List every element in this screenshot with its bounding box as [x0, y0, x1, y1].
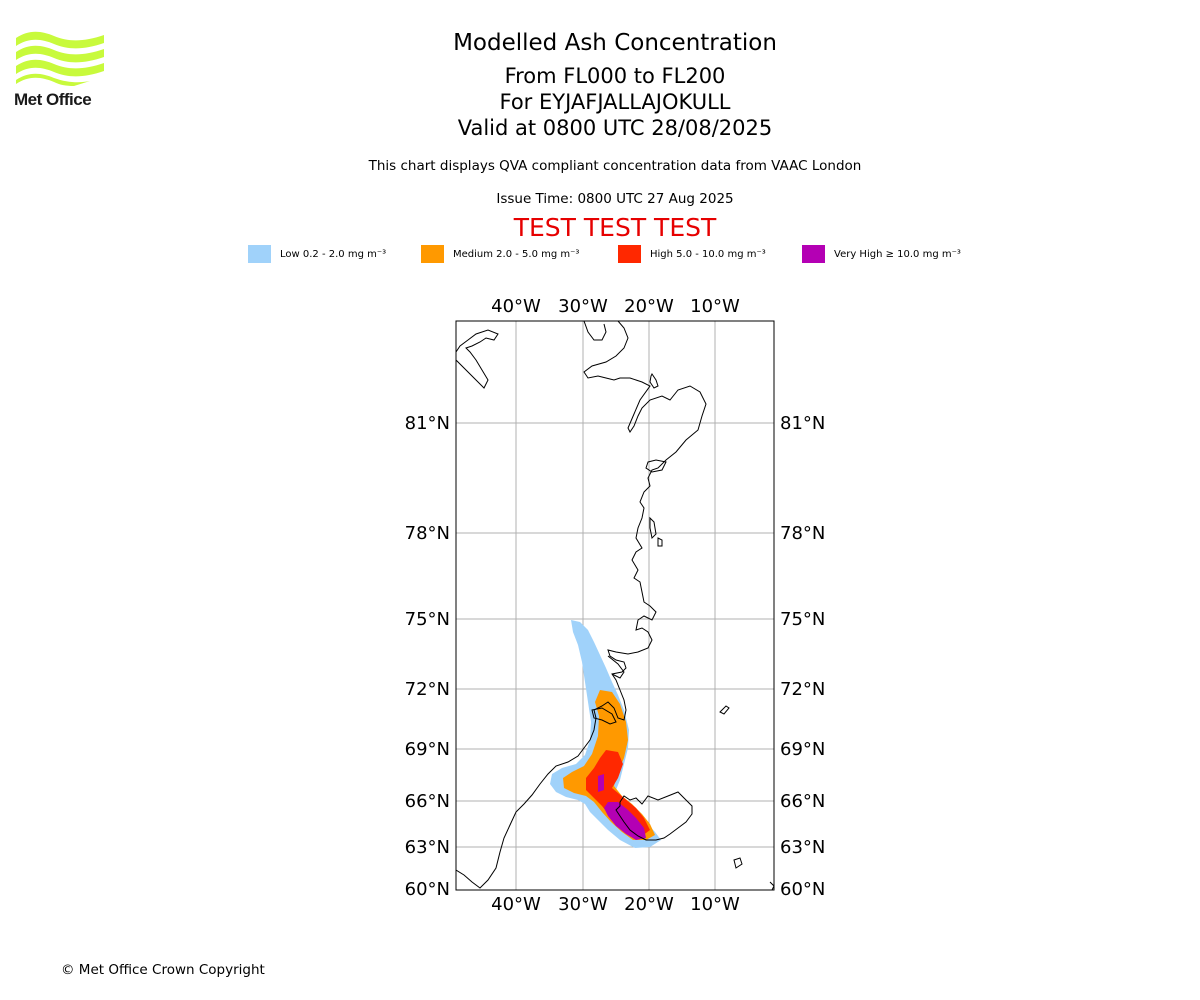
coastline-greenland-fjords	[591, 707, 617, 725]
lon-label-bottom-10w: 10°W	[690, 894, 740, 915]
legend-swatch-low	[248, 245, 271, 263]
legend-item-high: High 5.0 - 10.0 mg m⁻³	[618, 244, 766, 264]
legend-swatch-high	[618, 245, 641, 263]
lat-label-left-78n: 78°N	[405, 523, 450, 544]
coastlines	[456, 321, 774, 890]
map-frame	[455, 320, 775, 891]
lat-label-right-78n: 78°N	[780, 523, 825, 544]
legend-item-low: Low 0.2 - 2.0 mg m⁻³	[248, 244, 386, 264]
lat-label-right-81n: 81°N	[780, 413, 825, 434]
met-office-logo: Met Office	[14, 30, 106, 112]
test-banner: TEST TEST TEST	[513, 213, 717, 242]
legend-label-medium: Medium 2.0 - 5.0 mg m⁻³	[453, 248, 580, 260]
coastline-peninsula-north	[583, 321, 607, 341]
lon-label-top-30w: 30°W	[558, 296, 608, 317]
lat-label-right-60n: 60°N	[780, 879, 825, 900]
legend-swatch-very-high	[802, 245, 825, 263]
legend-item-very-high: Very High ≥ 10.0 mg m⁻³	[802, 244, 961, 264]
legend-swatch-medium	[421, 245, 444, 263]
ash-very-high-region	[604, 802, 646, 840]
coastline-scotland-edge	[769, 881, 774, 890]
lat-label-right-69n: 69°N	[780, 739, 825, 760]
coastline-iceland	[615, 791, 693, 841]
legend-item-medium: Medium 2.0 - 5.0 mg m⁻³	[421, 244, 579, 264]
coastline-faroe-islands	[733, 857, 743, 869]
coastline-small-island-mid	[645, 459, 667, 473]
coastline-small-island-north	[649, 373, 659, 389]
ash-plume	[550, 620, 661, 848]
coastline-fjord-small	[657, 537, 663, 547]
lat-label-left-72n: 72°N	[405, 679, 450, 700]
lat-label-left-81n: 81°N	[405, 413, 450, 434]
legend-label-high: High 5.0 - 10.0 mg m⁻³	[650, 248, 766, 260]
valid-time: Valid at 0800 UTC 28/08/2025	[457, 116, 773, 140]
legend-label-very-high: Very High ≥ 10.0 mg m⁻³	[834, 248, 961, 260]
lon-label-bottom-40w: 40°W	[491, 894, 541, 915]
chart-description: This chart displays QVA compliant concen…	[368, 158, 862, 174]
met-office-waves-icon	[16, 31, 104, 86]
coastline-greenland-northwest	[456, 329, 499, 389]
logo-text: Met Office	[14, 90, 92, 109]
coastline-jan-mayen	[719, 705, 730, 715]
copyright-notice: © Met Office Crown Copyright	[61, 962, 265, 978]
chart-title: Modelled Ash Concentration	[453, 30, 777, 56]
issue-time: Issue Time: 0800 UTC 27 Aug 2025	[496, 191, 734, 207]
lon-label-top-10w: 10°W	[690, 296, 740, 317]
lat-label-right-66n: 66°N	[780, 791, 825, 812]
lon-label-bottom-20w: 20°W	[624, 894, 674, 915]
coastline-fjord-mid	[649, 516, 657, 540]
lat-label-right-63n: 63°N	[780, 837, 825, 858]
lon-label-top-40w: 40°W	[491, 296, 541, 317]
lat-label-right-72n: 72°N	[780, 679, 825, 700]
volcano-name: For EYJAFJALLAJOKULL	[499, 90, 731, 114]
ash-very-high-core	[598, 774, 604, 792]
lat-label-left-66n: 66°N	[405, 791, 450, 812]
lat-label-left-63n: 63°N	[405, 837, 450, 858]
flight-levels: From FL000 to FL200	[504, 64, 726, 88]
legend-label-low: Low 0.2 - 2.0 mg m⁻³	[280, 248, 387, 260]
ash-high-region	[586, 750, 650, 836]
lat-label-right-75n: 75°N	[780, 609, 825, 630]
legend: Low 0.2 - 2.0 mg m⁻³ Medium 2.0 - 5.0 mg…	[0, 244, 1200, 264]
lat-label-left-75n: 75°N	[405, 609, 450, 630]
lat-label-left-69n: 69°N	[405, 739, 450, 760]
lat-label-left-60n: 60°N	[405, 879, 450, 900]
ash-concentration-map: 40°W 30°W 20°W 10°W 40°W 30°W 20°W 10°W …	[405, 296, 826, 915]
coastline-greenland-east	[456, 321, 707, 889]
lon-label-bottom-30w: 30°W	[558, 894, 608, 915]
coastline-scoresby	[607, 655, 625, 679]
lon-label-top-20w: 20°W	[624, 296, 674, 317]
